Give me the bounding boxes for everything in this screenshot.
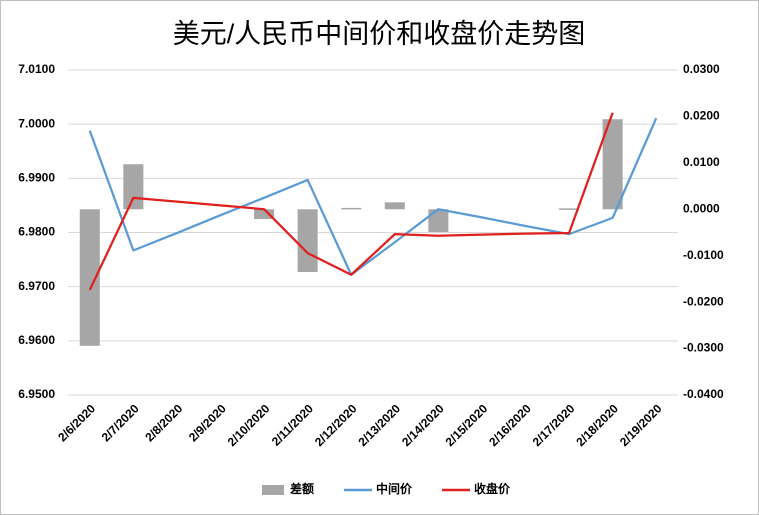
- y2-tick-label: 0.0300: [683, 62, 720, 76]
- bar: [341, 207, 362, 210]
- y2-tick-label: 0.0000: [683, 201, 720, 215]
- bar: [79, 209, 100, 346]
- bar: [559, 208, 580, 210]
- legend-label: 收盘价: [474, 481, 511, 496]
- legend-label: 差额: [289, 481, 314, 496]
- y2-tick-label: -0.0400: [683, 387, 724, 401]
- y-tick-label: 6.9800: [18, 225, 55, 239]
- bar: [297, 209, 318, 272]
- y2-tick-label: -0.0100: [683, 248, 724, 262]
- legend-label: 中间价: [376, 481, 413, 496]
- y-tick-label: 7.0000: [18, 116, 55, 130]
- y-tick-label: 6.9900: [18, 171, 55, 185]
- y-tick-label: 6.9700: [18, 279, 55, 293]
- bar: [428, 209, 449, 233]
- legend-swatch: [262, 485, 284, 495]
- y2-tick-label: -0.0200: [683, 294, 724, 308]
- y2-tick-label: 0.0100: [683, 155, 720, 169]
- chart-title: 美元/人民币中间价和收盘价走势图: [173, 19, 586, 49]
- line: [88, 112, 614, 291]
- bar: [123, 164, 144, 210]
- y2-tick-label: -0.0300: [683, 341, 724, 355]
- bar: [602, 119, 623, 210]
- y-tick-label: 6.9500: [18, 387, 55, 401]
- y-tick-label: 7.0100: [18, 62, 55, 76]
- bar: [384, 202, 405, 210]
- y-tick-label: 6.9600: [18, 333, 55, 347]
- bar: [254, 209, 275, 220]
- y2-tick-label: 0.0200: [683, 109, 720, 123]
